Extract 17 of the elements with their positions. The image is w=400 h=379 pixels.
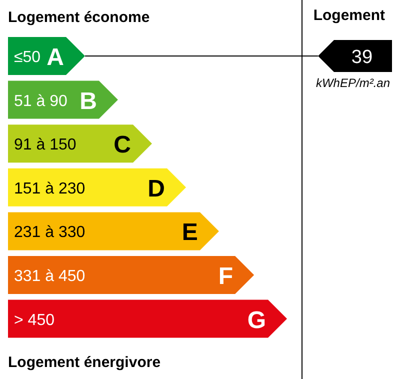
bar <box>8 256 254 294</box>
bar <box>8 168 186 206</box>
y-tick-label: 51 à 90 B <box>14 88 97 115</box>
text: Logement <box>313 7 385 24</box>
text: kWhEP/m².an <box>316 76 390 90</box>
bar <box>8 212 219 250</box>
category-label: 231 à 330 E <box>14 219 198 246</box>
category-label: 91 à 150 C <box>14 132 131 159</box>
bar <box>8 124 152 163</box>
category-label: 151 à 230 D <box>14 175 165 202</box>
bar <box>8 300 287 338</box>
chart-title: Logement économe <box>8 9 150 26</box>
text: Logement énergivore <box>8 354 161 371</box>
category-label: 331 à 450 F <box>14 263 234 290</box>
text: 39 <box>351 47 373 68</box>
y-tick-label: ≤50 A <box>14 44 64 71</box>
category-label: > 450 G <box>14 306 266 334</box>
